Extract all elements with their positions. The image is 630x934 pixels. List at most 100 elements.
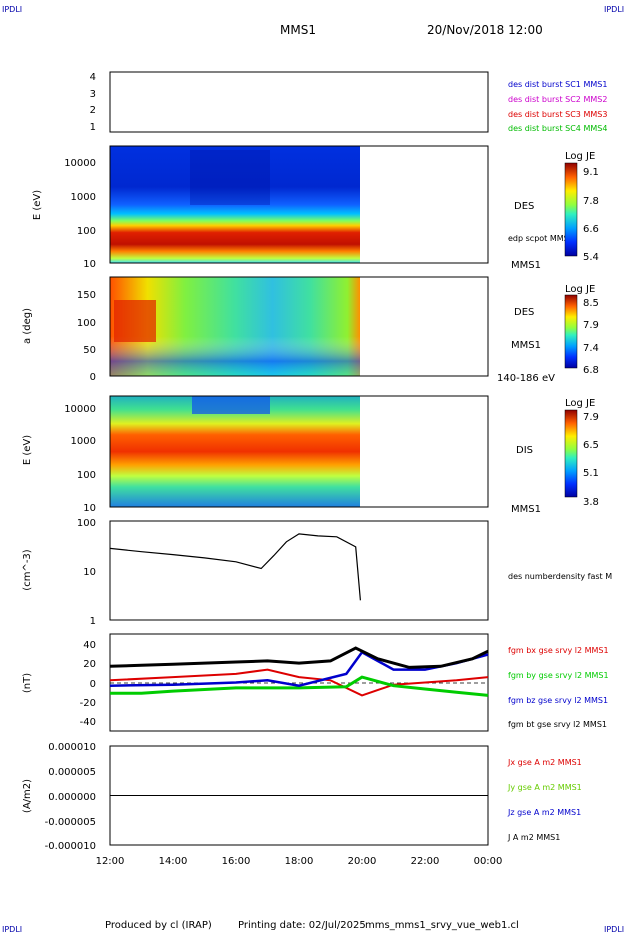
burst-legend-sc1: des dist burst SC1 MMS1 (508, 80, 607, 89)
time-tick-2000: 20:00 (348, 856, 377, 867)
des-energy-cb-tick-2: 6.6 (583, 224, 599, 235)
current-ytick-4: -0.000010 (45, 841, 96, 852)
des-pitch-cb-tick-3: 6.8 (583, 365, 599, 376)
bfield-line-by (110, 675, 489, 697)
des-pitch-colorbar (564, 294, 578, 369)
burst-legend-sc4: des dist burst SC4 MMS4 (508, 124, 607, 133)
des-energy-cb-tick-0: 9.1 (583, 167, 599, 178)
des-pitch-mms-label: MMS1 (511, 340, 541, 351)
panel-burst-frame (109, 71, 489, 133)
bfield-line-bx (109, 668, 489, 697)
burst-legend-sc3: des dist burst SC3 MMS3 (508, 110, 607, 119)
bfield-legend-bt: fgm bt gse srvy l2 MMS1 (508, 720, 607, 729)
des-pitch-cb-tick-1: 7.9 (583, 320, 599, 331)
dis-energy-cb-tick-1: 6.5 (583, 440, 599, 451)
des-energy-ytick-10: 10 (83, 259, 96, 270)
dis-energy-label: DIS (516, 445, 533, 456)
dis-energy-blue-patch (192, 396, 270, 414)
current-ytick-1: 0.000005 (48, 767, 96, 778)
current-legend-jz: Jz gse A m2 MMS1 (507, 808, 581, 817)
density-line (109, 533, 361, 601)
density-legend: des numberdensity fast M (508, 572, 612, 581)
des-energy-frame (109, 145, 489, 264)
des-energy-dark-band (190, 150, 270, 205)
dis-energy-mms-label: MMS1 (511, 504, 541, 515)
des-pitch-ytick-150: 150 (77, 290, 96, 301)
bfield-line-bt (109, 646, 489, 669)
bfield-ytick-minus40: -40 (80, 717, 96, 728)
panel-current: (A/m2) 0.000010 0.000005 0.000000 -0.000… (22, 742, 582, 852)
des-energy-cb-tick-1: 7.8 (583, 196, 599, 207)
des-pitch-cb-tick-2: 7.4 (583, 343, 599, 354)
current-ytick-0: 0.000010 (48, 742, 96, 753)
footer-produced-by: Produced by cl (IRAP) (105, 920, 212, 931)
density-ytick-100: 100 (77, 518, 96, 529)
footer-printing-date: Printing date: 02/Jul/2025 (238, 920, 366, 931)
dis-energy-ytick-10000: 10000 (64, 404, 96, 415)
des-energy-scpot-label: edp scpot MMS1 (508, 234, 574, 243)
current-ytick-3: -0.000005 (45, 817, 96, 828)
bfield-series (109, 646, 489, 697)
des-pitch-ylabel: a (deg) (22, 308, 33, 344)
dis-energy-ylabel: E (eV) (22, 435, 33, 465)
time-tick-1800: 18:00 (285, 856, 314, 867)
des-pitch-label: DES (514, 307, 534, 318)
panel-des-energy: E (eV) 10000 1000 100 10 DES edp scpot M… (32, 145, 599, 271)
des-pitch-hot-spot (114, 300, 156, 342)
des-energy-ytick-100: 100 (77, 226, 96, 237)
bfield-ylabel: (nT) (22, 673, 33, 693)
current-legend-jy: Jy gse A m2 MMS1 (507, 783, 582, 792)
bfield-legend-by: fgm by gse srvy l2 MMS1 (508, 671, 609, 680)
des-pitch-energy-label: 140-186 eV (497, 373, 555, 384)
density-series (109, 533, 361, 601)
des-pitch-cb-tick-0: 8.5 (583, 298, 599, 309)
dis-energy-spectrogram (110, 396, 360, 507)
bfield-ytick-20: 20 (83, 659, 96, 670)
dis-energy-ytick-10: 10 (83, 503, 96, 514)
des-pitch-ytick-100: 100 (77, 318, 96, 329)
corner-label-top-left: IPDLI (2, 5, 22, 14)
dis-energy-cb-tick-2: 5.1 (583, 468, 599, 479)
current-ylabel: (A/m2) (22, 779, 33, 813)
corner-label-bottom-left: IPDLI (2, 925, 22, 934)
time-axis: 12:00 14:00 16:00 18:00 20:00 22:00 00:0… (96, 856, 503, 867)
des-pitch-ytick-0: 0 (90, 372, 96, 383)
panel-dis-energy: E (eV) 10000 1000 100 10 DIS MMS1 Log JE… (22, 395, 599, 515)
des-energy-ytick-1000: 1000 (71, 192, 96, 203)
des-pitch-colorbar-title: Log JE (565, 284, 595, 295)
dis-energy-ytick-1000: 1000 (71, 436, 96, 447)
bfield-ytick-0: 0 (90, 679, 96, 690)
dis-energy-cb-tick-0: 7.9 (583, 412, 599, 423)
density-ytick-1: 1 (90, 616, 96, 627)
dis-energy-frame (109, 395, 489, 508)
panel-burst: 4 3 2 1 des dist burst SC1 MMS1 des dist… (90, 71, 607, 133)
current-legend-j: J A m2 MMS1 (507, 833, 560, 842)
burst-ytick-4: 4 (90, 72, 96, 83)
burst-ytick-3: 3 (90, 89, 96, 100)
des-energy-ytick-10000: 10000 (64, 158, 96, 169)
current-ytick-2: 0.000000 (48, 792, 96, 803)
des-energy-mms-label: MMS1 (511, 260, 541, 271)
density-frame (109, 520, 489, 621)
footer-filename: mms_mms1_srvy_vue_web1.cl (365, 920, 519, 931)
dis-energy-ytick-100: 100 (77, 470, 96, 481)
current-legend-jx: Jx gse A m2 MMS1 (507, 758, 582, 767)
bfield-frame (109, 633, 489, 732)
header-datetime: 20/Nov/2018 12:00 (427, 23, 543, 37)
time-tick-1200: 12:00 (96, 856, 125, 867)
des-energy-ylabel: E (eV) (32, 190, 43, 220)
bfield-ytick-minus20: -20 (80, 698, 96, 709)
density-ylabel: (cm^-3) (22, 549, 33, 590)
des-energy-label: DES (514, 201, 534, 212)
dis-energy-cb-tick-3: 3.8 (583, 497, 599, 508)
burst-ytick-2: 2 (90, 105, 96, 116)
time-tick-0000: 00:00 (474, 856, 503, 867)
panel-bfield: (nT) 40 20 0 -20 -40 fgm bx gse srvy l2 … (22, 633, 609, 732)
bfield-line-bz (109, 650, 489, 687)
density-ytick-10: 10 (83, 567, 96, 578)
panel-des-pitch: a (deg) 150 100 50 0 DES MMS1 140-186 eV… (22, 276, 599, 384)
time-tick-1400: 14:00 (159, 856, 188, 867)
burst-ytick-1: 1 (90, 122, 96, 133)
des-energy-colorbar (564, 162, 578, 257)
burst-legend-sc2: des dist burst SC2 MMS2 (508, 95, 607, 104)
